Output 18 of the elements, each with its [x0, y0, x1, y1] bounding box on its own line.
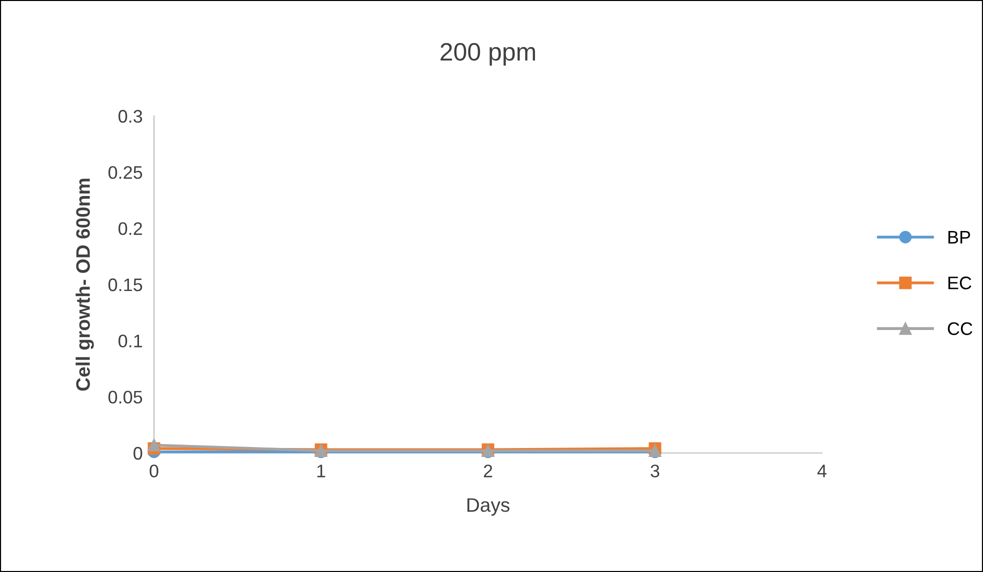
x-tick-label: 2 — [484, 464, 492, 478]
y-tick-label: 0.1 — [118, 334, 142, 348]
x-tick-label: 1 — [317, 464, 326, 478]
legend-label: BP — [948, 231, 970, 244]
y-tick-label: 0.05 — [108, 390, 142, 404]
y-tick-label: 0.2 — [118, 222, 142, 236]
x-axis-title: Days — [467, 498, 510, 516]
chart-title: 200 ppm — [440, 42, 535, 66]
y-axis-title: Cell growth- OD 600nm — [76, 178, 94, 391]
x-tick-label: 0 — [150, 464, 158, 478]
x-tick-label: 3 — [650, 464, 660, 478]
y-tick-label: 0 — [134, 446, 142, 460]
y-tick-label: 0.3 — [118, 110, 142, 123]
y-tick-label: 0.15 — [108, 278, 142, 292]
x-tick-label: 4 — [817, 464, 826, 478]
y-tick-label: 0.25 — [108, 166, 142, 179]
legend-label: EC — [948, 276, 972, 290]
legend-label: CC — [948, 322, 972, 336]
